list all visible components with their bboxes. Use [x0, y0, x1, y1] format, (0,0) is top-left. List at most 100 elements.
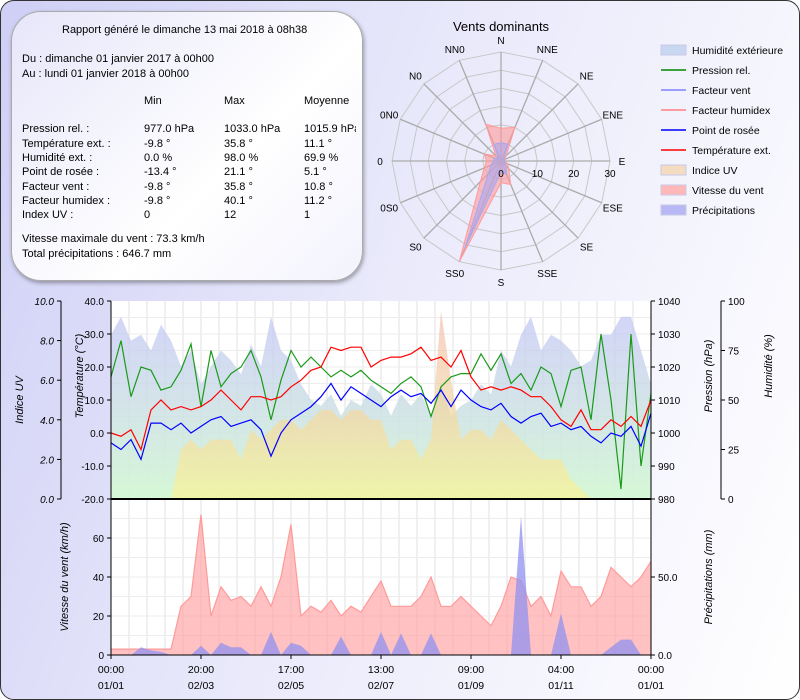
- wind-axis-tick-label: 60: [93, 534, 105, 545]
- rose-spoke: [500, 118, 602, 162]
- rose-spoke: [500, 83, 579, 162]
- stat-mean: 1: [304, 209, 311, 222]
- pressure-axis-tick-label: 1010: [658, 396, 681, 407]
- wind-axis-tick-label: 40: [93, 573, 105, 584]
- stats-row: Facteur humidex : -9.8 ° 40.1 ° 11.2 °: [20, 194, 356, 208]
- pressure-axis-tick-label: 1030: [658, 330, 681, 341]
- header-min: Min: [144, 95, 162, 108]
- summary-panel: Rapport généré le dimanche 13 mai 2018 à…: [11, 11, 363, 281]
- stat-mean: 11.2 °: [304, 194, 333, 207]
- direction-label: ESE: [603, 203, 623, 214]
- stat-min: -9.8 °: [144, 137, 171, 150]
- stat-min: -9.8 °: [144, 194, 171, 207]
- temp-axis-title: Température (°C): [74, 333, 86, 418]
- temp-axis-tick-label: 20.0: [85, 363, 105, 374]
- stat-label: Facteur humidex :: [22, 194, 111, 207]
- stat-mean: 11.1 °: [304, 137, 333, 150]
- stat-min: 977.0 hPa: [144, 123, 195, 136]
- legend-label: Point de rosée: [692, 125, 760, 137]
- stat-max: 1033.0 hPa: [224, 123, 281, 136]
- uv-axis-tick-label: 8.0: [40, 337, 54, 348]
- legend-swatch: [660, 204, 687, 216]
- wind-axis-tick-label: 0: [98, 651, 104, 662]
- direction-label: SS0: [445, 269, 464, 280]
- wind-precip-chart: 0 20 40 60 0.0 50.0 Vitesse du vent (km/h) Préc…: [59, 498, 715, 692]
- temp-axis-tick-label: 0.0: [90, 429, 104, 440]
- legend-swatch: [660, 164, 687, 176]
- stat-mean: 5.1 °: [304, 166, 327, 179]
- stat-label: Index UV :: [22, 209, 74, 222]
- direction-label: N: [497, 36, 504, 47]
- stat-min: 0: [144, 209, 151, 222]
- header-mean: Moyenne: [304, 95, 350, 108]
- legend-label: Vitesse du vent: [692, 185, 764, 197]
- stat-min: 0.0 %: [144, 152, 173, 165]
- temperature-line: [110, 346, 652, 452]
- uv-axis-tick-label: 6.0: [40, 376, 54, 387]
- rose-series-1: [464, 142, 509, 249]
- total-precipitation: Total précipitations : 646.7 mm: [22, 248, 172, 260]
- precip-axis-tick-label: 0.0: [658, 651, 672, 662]
- stats-row: Index UV : 0 12 1: [20, 208, 356, 222]
- legend-label: Facteur vent: [692, 85, 750, 97]
- legend-label: Précipitations: [692, 205, 755, 217]
- x-tick-time: 04:00: [548, 664, 574, 676]
- humidity-axis-tick-label: 25: [728, 446, 740, 457]
- stat-label: Pression rel. :: [22, 123, 90, 136]
- x-tick-time: 09:00: [458, 664, 484, 676]
- stats-row: Point de rosée : -13.4 ° 21.1 ° 5.1 °: [20, 165, 356, 179]
- stats-header: Min Max Moyenne: [20, 94, 356, 108]
- stat-label: Point de rosée :: [22, 166, 100, 179]
- report-generated: Rapport généré le dimanche 13 mai 2018 à…: [62, 24, 308, 36]
- direction-label: SSE: [537, 269, 557, 280]
- period-to: Au : lundi 01 janvier 2018 à 00h00: [22, 68, 189, 80]
- weather-chart: 0.0 2.0 4.0 6.0 8.0 10.0 -20.0 -10.0 0.0 10.0 20.0…: [14, 297, 775, 506]
- direction-label: 0S0: [380, 203, 398, 214]
- x-tick-time: 00:00: [98, 664, 124, 676]
- stats-row: Humidité ext. : 0.0 % 98.0 % 69.9 %: [20, 151, 356, 165]
- direction-label: NE: [580, 71, 594, 82]
- uv-index-area: [111, 310, 651, 499]
- pressure-axis-tick-label: 980: [658, 495, 675, 506]
- direction-label: NNE: [537, 45, 558, 56]
- legend-label: Température ext.: [692, 145, 771, 157]
- radius-tick-label: 10: [532, 169, 544, 180]
- radius-tick-label: 0: [498, 169, 504, 180]
- rose-spoke: [423, 83, 502, 162]
- humidity-axis-tick-label: 0: [728, 495, 734, 506]
- header-max: Max: [224, 95, 245, 108]
- radius-tick-label: 30: [604, 169, 616, 180]
- x-tick-date: 02/03: [188, 680, 214, 692]
- x-tick-date: 02/05: [278, 680, 304, 692]
- temp-axis-tick-label: 40.0: [85, 297, 105, 308]
- uv-axis-tick-label: 10.0: [35, 297, 55, 308]
- temp-axis-tick-label: -20.0: [81, 495, 104, 506]
- temp-axis-tick-label: -10.0: [81, 462, 104, 473]
- uv-axis-tick-label: 0.0: [40, 495, 54, 506]
- stats-row: Température ext. : -9.8 ° 35.8 ° 11.1 °: [20, 137, 356, 151]
- x-tick-date: 02/07: [368, 680, 394, 692]
- wind-rose: N NNE NE ENE E ESE SE SSE S SS0 S0 0S0 0 0N0 N0 NN0 0 10 2…: [377, 36, 625, 289]
- precip-axis-tick-label: 50.0: [658, 573, 678, 584]
- stats-row: Pression rel. : 977.0 hPa 1033.0 hPa 1015.9…: [20, 122, 356, 136]
- radius-tick-label: 20: [568, 169, 580, 180]
- temp-axis-tick-label: 10.0: [85, 396, 105, 407]
- x-tick-date: 01/01: [98, 680, 124, 692]
- stat-mean: 69.9 %: [304, 152, 339, 165]
- direction-label: 0N0: [380, 111, 399, 122]
- precip-axis-title: Précipitations (mm): [703, 529, 715, 624]
- temp-axis-tick-label: 30.0: [85, 330, 105, 341]
- direction-label: N0: [409, 71, 422, 82]
- direction-label: S: [498, 278, 505, 289]
- x-tick-date: 01/09: [458, 680, 484, 692]
- pressure-axis-tick-label: 1020: [658, 363, 681, 374]
- wind-axis-title: Vitesse du vent (km/h): [59, 522, 71, 632]
- direction-label: NN0: [445, 45, 465, 56]
- max-wind-speed: Vitesse maximale du vent : 73.3 km/h: [22, 233, 205, 245]
- humidity-axis-tick-label: 100: [728, 297, 745, 308]
- direction-label: E: [619, 157, 626, 168]
- x-tick-time: 20:00: [188, 664, 214, 676]
- x-tick-time: 13:00: [368, 664, 394, 676]
- legend-label: Facteur humidex: [692, 105, 771, 117]
